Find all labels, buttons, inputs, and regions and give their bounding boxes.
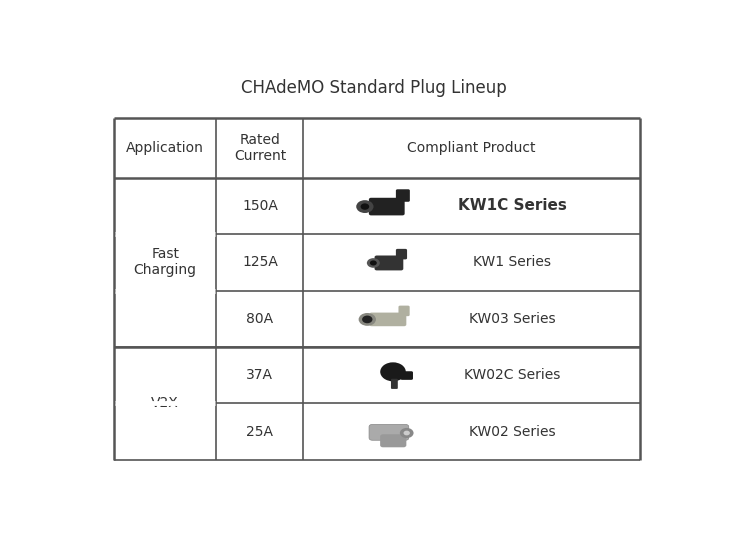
FancyBboxPatch shape	[401, 371, 413, 380]
Circle shape	[400, 428, 414, 438]
Text: 80A: 80A	[246, 312, 274, 326]
Text: KW1 Series: KW1 Series	[473, 255, 551, 269]
FancyBboxPatch shape	[369, 313, 407, 326]
FancyBboxPatch shape	[369, 198, 404, 215]
Text: KW02C Series: KW02C Series	[464, 368, 560, 382]
Circle shape	[361, 203, 369, 210]
Circle shape	[370, 261, 377, 265]
Circle shape	[380, 362, 406, 381]
Text: 37A: 37A	[247, 368, 274, 382]
Text: 25A: 25A	[247, 425, 274, 439]
Text: 150A: 150A	[242, 199, 278, 213]
Circle shape	[358, 313, 376, 326]
Text: Application: Application	[126, 141, 204, 155]
Circle shape	[356, 200, 374, 213]
Text: V2X: V2X	[151, 396, 179, 410]
Text: Rated
Current: Rated Current	[234, 132, 286, 163]
Text: Compliant Product: Compliant Product	[407, 141, 536, 155]
Circle shape	[362, 316, 372, 323]
FancyBboxPatch shape	[380, 434, 407, 447]
Text: KW1C Series: KW1C Series	[458, 198, 566, 214]
FancyBboxPatch shape	[396, 249, 407, 259]
Text: Fast
Charging: Fast Charging	[134, 247, 196, 277]
Text: KW02 Series: KW02 Series	[469, 425, 556, 439]
FancyBboxPatch shape	[396, 189, 410, 202]
Text: CHAdeMO Standard Plug Lineup: CHAdeMO Standard Plug Lineup	[241, 80, 507, 98]
FancyBboxPatch shape	[399, 306, 410, 316]
Text: KW03 Series: KW03 Series	[469, 312, 556, 326]
FancyBboxPatch shape	[391, 379, 398, 389]
FancyBboxPatch shape	[374, 256, 403, 270]
Text: 125A: 125A	[242, 255, 278, 269]
Circle shape	[367, 258, 380, 268]
FancyBboxPatch shape	[369, 425, 409, 440]
Circle shape	[404, 431, 410, 435]
